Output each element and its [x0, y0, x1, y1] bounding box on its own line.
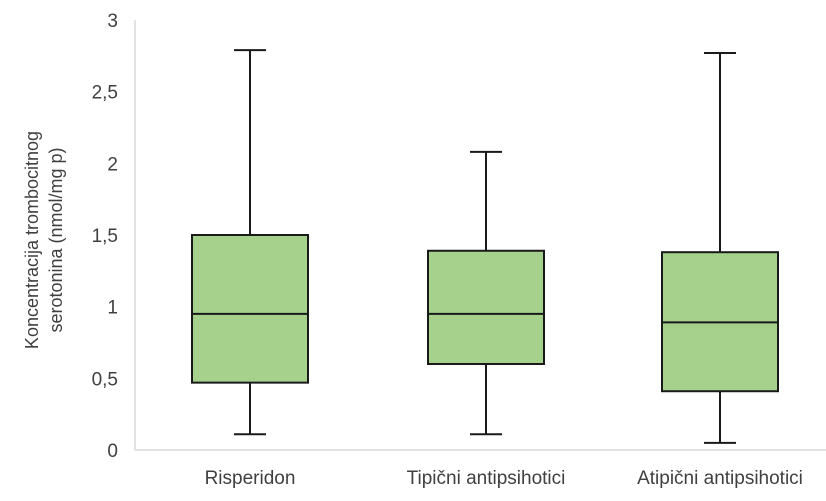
y-tick-label: 0 — [107, 441, 118, 462]
y-tick-label: 2 — [107, 154, 118, 175]
plot-area: 0 0,5 1 1,5 2 2,5 3 Risperidon Tipični antipsiho… — [92, 11, 826, 489]
y-axis-title-line-2: serotonina (nmol/mg p) — [46, 147, 66, 332]
box-iqr — [427, 249, 545, 365]
x-tick-label: Risperidon — [205, 468, 296, 489]
x-tick-label: Tipični antipsihotici — [407, 468, 566, 489]
y-tick-label: 1 — [107, 298, 118, 319]
y-tick-label: 3 — [107, 11, 118, 32]
y-tick-label: 0,5 — [92, 369, 118, 390]
x-tick-label: Atipični antipsihotici — [637, 468, 803, 489]
box-iqr — [191, 234, 309, 384]
y-axis-title: Koncentracija trombocitnog serotonina (n… — [22, 131, 66, 349]
y-axis-title-line-1: Koncentracija trombocitnog — [22, 131, 42, 349]
y-tick-label: 1,5 — [92, 226, 118, 247]
y-tick-label: 2,5 — [92, 83, 118, 104]
